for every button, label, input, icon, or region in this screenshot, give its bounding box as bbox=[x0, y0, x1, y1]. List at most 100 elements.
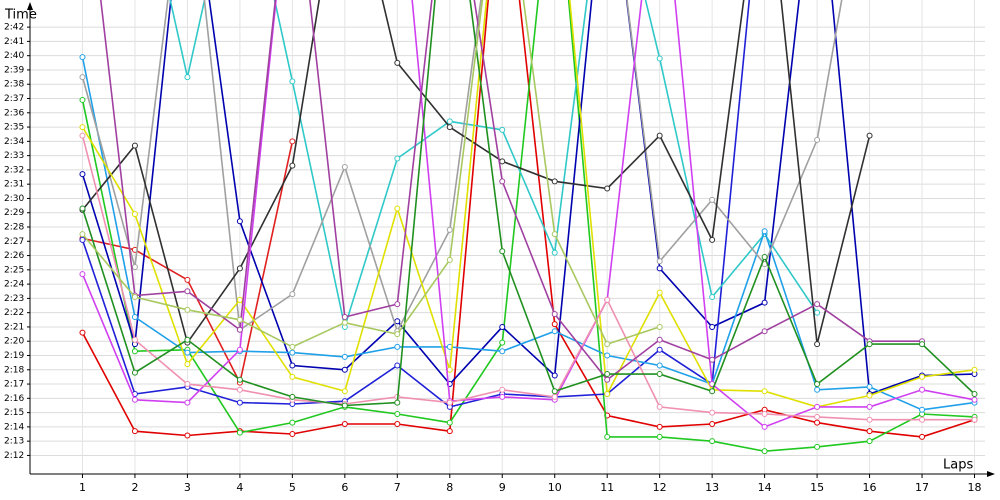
point bbox=[394, 318, 401, 325]
point bbox=[866, 428, 873, 435]
y-axis-arrow bbox=[27, 2, 33, 10]
point bbox=[236, 326, 243, 333]
point bbox=[656, 132, 663, 139]
series-line bbox=[81, 0, 975, 453]
point bbox=[709, 196, 716, 203]
point bbox=[709, 356, 716, 363]
point bbox=[761, 253, 768, 260]
point bbox=[656, 336, 663, 343]
point bbox=[919, 341, 926, 348]
y-axis-label: Time bbox=[4, 8, 37, 23]
point bbox=[551, 328, 558, 335]
y-tick-label: 2:29 bbox=[4, 208, 24, 218]
x-tick-label: 6 bbox=[341, 481, 348, 494]
point bbox=[394, 59, 401, 66]
y-tick-label: 2:39 bbox=[4, 65, 24, 75]
point bbox=[499, 126, 506, 133]
point bbox=[551, 372, 558, 379]
point bbox=[79, 329, 86, 336]
point bbox=[131, 293, 138, 300]
point bbox=[341, 353, 348, 360]
series-line bbox=[81, 56, 975, 411]
point bbox=[394, 399, 401, 406]
y-tick-label: 2:28 bbox=[4, 223, 24, 233]
point bbox=[184, 306, 191, 313]
point bbox=[919, 433, 926, 440]
point bbox=[79, 132, 86, 139]
point bbox=[236, 296, 243, 303]
point bbox=[866, 132, 873, 139]
point bbox=[866, 416, 873, 423]
point bbox=[604, 296, 611, 303]
point bbox=[131, 369, 138, 376]
point bbox=[814, 386, 821, 393]
series-line bbox=[81, 135, 975, 421]
point bbox=[236, 399, 243, 406]
y-tick-label: 2:21 bbox=[4, 322, 24, 332]
point bbox=[446, 399, 453, 406]
point bbox=[604, 341, 611, 348]
point bbox=[656, 362, 663, 369]
point bbox=[394, 331, 401, 338]
series-lines bbox=[79, 0, 978, 455]
x-tick-label: 11 bbox=[600, 481, 614, 494]
y-tick-label: 2:16 bbox=[4, 394, 24, 404]
point bbox=[184, 432, 191, 439]
point bbox=[184, 349, 191, 356]
series-line bbox=[81, 0, 871, 345]
point bbox=[971, 391, 978, 398]
point bbox=[341, 421, 348, 428]
point bbox=[866, 403, 873, 410]
point bbox=[551, 393, 558, 400]
point bbox=[446, 419, 453, 426]
point bbox=[289, 138, 296, 145]
point bbox=[604, 433, 611, 440]
point bbox=[499, 339, 506, 346]
y-tick-label: 2:22 bbox=[4, 308, 24, 318]
x-tick-label: 13 bbox=[705, 481, 719, 494]
point bbox=[499, 178, 506, 185]
point bbox=[761, 299, 768, 306]
point bbox=[919, 416, 926, 423]
grid bbox=[30, 0, 985, 474]
point bbox=[289, 349, 296, 356]
point bbox=[79, 205, 86, 212]
point bbox=[656, 265, 663, 272]
point bbox=[289, 431, 296, 438]
point bbox=[236, 346, 243, 353]
x-tick-label: 3 bbox=[184, 481, 191, 494]
point bbox=[446, 226, 453, 233]
point bbox=[289, 393, 296, 400]
point bbox=[656, 346, 663, 353]
point bbox=[656, 258, 663, 265]
point bbox=[131, 211, 138, 218]
series-line bbox=[81, 0, 976, 407]
point bbox=[761, 448, 768, 455]
point bbox=[709, 323, 716, 330]
y-tick-label: 2:14 bbox=[4, 422, 24, 432]
series-line bbox=[81, 0, 975, 396]
y-tick-label: 2:33 bbox=[4, 151, 24, 161]
point bbox=[446, 256, 453, 263]
point bbox=[604, 352, 611, 359]
x-tick-label: 15 bbox=[810, 481, 824, 494]
point bbox=[499, 386, 506, 393]
point bbox=[656, 371, 663, 378]
point bbox=[551, 178, 558, 185]
point bbox=[761, 228, 768, 235]
y-tick-label: 2:37 bbox=[4, 94, 24, 104]
point bbox=[919, 406, 926, 413]
y-tick-label: 2:24 bbox=[4, 280, 24, 290]
y-tick-label: 2:19 bbox=[4, 351, 24, 361]
point bbox=[289, 343, 296, 350]
point bbox=[971, 416, 978, 423]
point bbox=[656, 323, 663, 330]
point bbox=[551, 321, 558, 328]
y-tick-label: 2:17 bbox=[4, 380, 24, 390]
point bbox=[289, 362, 296, 369]
point bbox=[499, 393, 506, 400]
y-tick-label: 2:20 bbox=[4, 337, 24, 347]
point bbox=[499, 323, 506, 330]
point bbox=[131, 348, 138, 355]
point bbox=[184, 276, 191, 283]
